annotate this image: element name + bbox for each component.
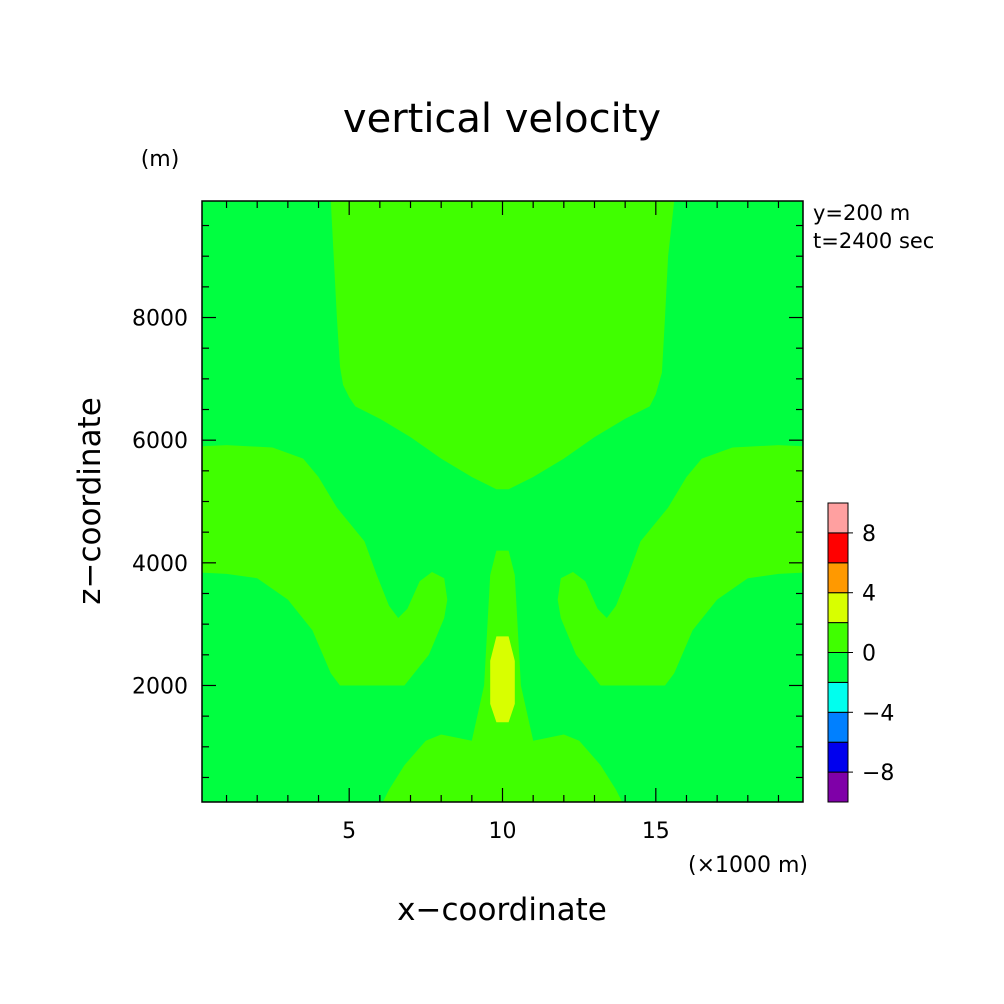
colorbar-label: 0 xyxy=(862,642,876,667)
x-tick-label: 15 xyxy=(642,819,670,844)
colorbar-swatch xyxy=(827,562,849,594)
y-axis-label: z−coordinate xyxy=(72,397,108,605)
contour-region-core xyxy=(490,636,515,723)
colorbar-swatch xyxy=(827,681,849,713)
colorbar-label: 4 xyxy=(862,582,876,607)
colorbar-label: −8 xyxy=(862,761,894,786)
tick-labels: 5 10 15 2000 4000 6000 8000 xyxy=(132,307,670,844)
annotation-t: t=2400 sec xyxy=(813,229,934,253)
y-tick-label: 4000 xyxy=(132,552,188,577)
plot-frame xyxy=(201,200,804,803)
axis-ticks xyxy=(202,201,803,802)
chart-title: vertical velocity xyxy=(343,96,661,142)
colorbar-swatch xyxy=(827,622,849,653)
contour-region-upper xyxy=(330,201,675,490)
colorbar-swatch xyxy=(827,502,849,534)
contour-region-right xyxy=(557,445,803,686)
x-axis-label: x−coordinate xyxy=(397,892,607,928)
x-tick-label: 5 xyxy=(342,819,356,844)
plot-area xyxy=(202,201,803,802)
colorbar-swatch xyxy=(827,771,849,803)
x-unit-label: (×1000 m) xyxy=(688,853,808,878)
x-tick-label: 10 xyxy=(489,819,517,844)
colorbar-label: 8 xyxy=(862,522,876,547)
annotation-y: y=200 m xyxy=(813,201,910,225)
y-tick-label: 8000 xyxy=(132,307,188,332)
contour-region-left xyxy=(202,445,448,686)
colorbar-swatch xyxy=(827,741,849,773)
y-unit-label: (m) xyxy=(141,147,180,172)
y-tick-label: 2000 xyxy=(132,674,188,699)
colorbar-swatch xyxy=(827,711,849,743)
colorbar-swatch xyxy=(827,532,849,564)
colorbar-swatch xyxy=(827,592,849,624)
colorbar-swatch xyxy=(827,652,849,683)
colorbar: −8 −4 0 4 8 xyxy=(827,502,894,803)
y-tick-label: 6000 xyxy=(132,429,188,454)
colorbar-label: −4 xyxy=(862,701,894,726)
